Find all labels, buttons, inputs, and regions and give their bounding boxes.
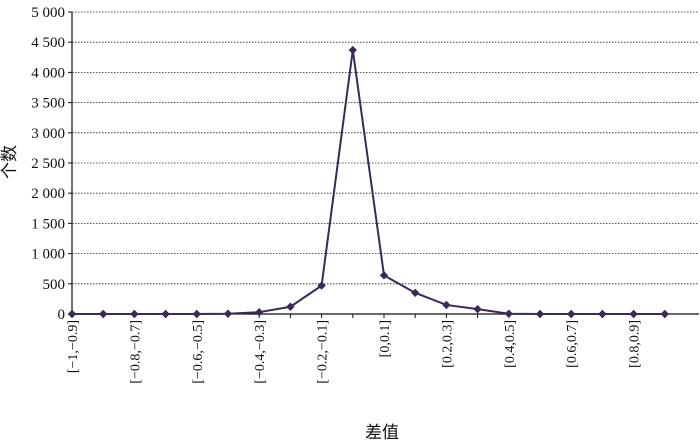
- data-point: [130, 309, 139, 319]
- data-point: [255, 307, 264, 317]
- x-tick-label: [−1,−0.9]: [66, 320, 81, 373]
- grid-lines: [72, 11, 699, 285]
- data-point: [379, 271, 389, 280]
- x-tick-label: [0.8,0.9]: [628, 320, 643, 368]
- data-point: [348, 45, 357, 55]
- data-point: [411, 288, 420, 298]
- x-tick-label: [0.6,0.7]: [565, 320, 580, 368]
- y-tick-label: 0: [58, 307, 66, 323]
- x-axis-title: 差值: [365, 423, 399, 442]
- y-tick-label: 4 000: [31, 65, 65, 81]
- x-tick-label: [0.4,0.5]: [503, 320, 518, 368]
- y-tick-label: 1 500: [31, 216, 65, 232]
- series-line: [67, 45, 669, 319]
- x-tick-label: [−0.2,−0.1]: [316, 320, 331, 384]
- y-tick-label: 5 000: [31, 5, 65, 21]
- data-point: [660, 309, 669, 319]
- x-axis-ticks: [−1,−0.9] [−0.8,−0.7] [−0.6,−0.5] [−0.4,−0.…: [66, 314, 666, 384]
- x-tick-label: [0,0.1]: [378, 320, 393, 357]
- data-point: [223, 309, 233, 318]
- y-tick-label: 500: [43, 277, 66, 293]
- data-point: [99, 309, 108, 319]
- y-tick-label: 3 000: [31, 126, 65, 142]
- data-point: [192, 309, 201, 319]
- data-point: [473, 304, 482, 314]
- y-tick-label: 1 000: [31, 247, 65, 263]
- data-point: [504, 309, 513, 318]
- y-axis-ticks: 0 500 1 000 1 500 2 000 2 500 3 000 3 500 4 000 4…: [31, 5, 72, 323]
- data-point: [286, 302, 295, 311]
- data-line: [72, 49, 665, 315]
- y-tick-label: 2 500: [31, 156, 65, 172]
- data-point: [629, 309, 638, 319]
- data-point: [67, 309, 77, 319]
- data-point: [598, 309, 607, 319]
- x-tick-label: [0.2,0.3]: [440, 320, 455, 368]
- y-axis-title: 个数: [0, 145, 19, 179]
- x-tick-label: [−0.6,−0.5]: [191, 320, 206, 384]
- data-point: [567, 309, 576, 319]
- x-tick-label: [−0.8,−0.7]: [128, 320, 143, 384]
- data-point: [317, 281, 326, 290]
- x-tick-label: [−0.4,−0.3]: [253, 320, 268, 384]
- data-point: [161, 309, 170, 319]
- y-tick-label: 3 500: [31, 96, 65, 112]
- data-point: [535, 309, 545, 319]
- y-tick-label: 2 000: [31, 186, 65, 202]
- data-point: [442, 300, 451, 310]
- y-tick-label: 4 500: [31, 35, 65, 51]
